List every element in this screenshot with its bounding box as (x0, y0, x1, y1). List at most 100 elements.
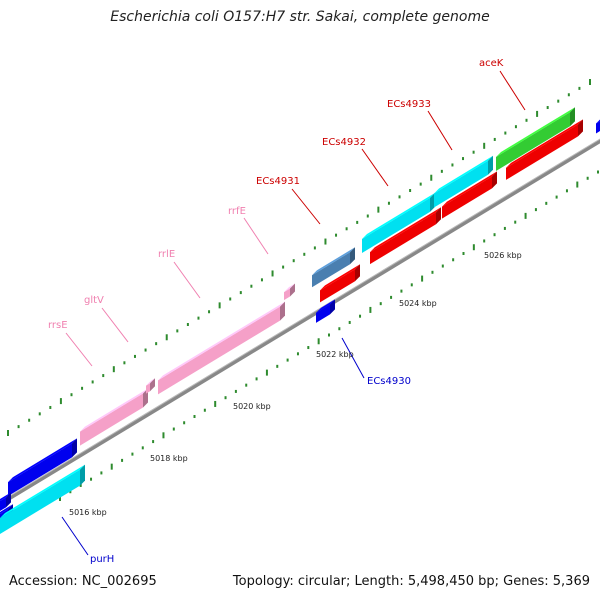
gene-rrlE (158, 301, 285, 395)
gene-gltV-body (146, 383, 150, 394)
gene-ECs4930-cap (330, 299, 335, 315)
gene-cyan-lower (0, 464, 85, 534)
leader-line-ECs4930 (341, 337, 365, 379)
gene-ECs4933-top (434, 155, 493, 194)
gene-rrfE-body (284, 288, 290, 301)
scale-labels: 5016 kbp 5018 kbp 5020 kbp 5022 kbp 5024 kbp… (69, 251, 522, 517)
feature-label-ECs4931: ECs4931 (256, 176, 300, 187)
leader-line-ECs4932 (361, 148, 389, 187)
feature-label-ECs4933: ECs4933 (387, 99, 431, 110)
gene-red-b-top (370, 207, 441, 253)
gene-red-c-top (442, 171, 497, 207)
feature-label-gltV: gltV (84, 295, 104, 306)
scale-label: 5016 kbp (69, 508, 107, 517)
gene-ECs4933-body (434, 160, 488, 208)
gene-blue-edge-top (0, 492, 11, 501)
gene-gltV-cap (150, 378, 155, 392)
gene-ECs4931 (312, 247, 355, 288)
leader-line-rrfE (243, 217, 269, 255)
gene-red-c-cap (492, 171, 497, 189)
gene-cyan-lower-body (0, 469, 80, 534)
gene-ECs4933 (434, 155, 493, 208)
gene-red-a-body (320, 269, 355, 303)
gene-blue-right-body (596, 121, 600, 134)
gene-red-c (442, 171, 497, 219)
feature-labels: purH rrsE gltV rrlE rrfE ECs4930 ECs4931 ECs493… (48, 58, 526, 565)
gene-purH-cap (72, 438, 77, 458)
topology-summary: Topology: circular; Length: 5,498,450 bp… (232, 574, 590, 589)
leader-line-aceK (499, 70, 526, 111)
gene-ECs4930-top (316, 299, 335, 313)
scale-label: 5022 kbp (316, 350, 354, 359)
gene-red-a (320, 264, 360, 303)
gene-purH (8, 438, 77, 497)
gene-rrlE-body (158, 306, 280, 395)
feature-label-rrlE: rrlE (158, 249, 175, 260)
gene-ECs4931-top (312, 247, 355, 276)
leader-line-purH (61, 516, 89, 556)
gene-ECs4932-body (362, 197, 430, 253)
gene-blue-right (596, 119, 600, 134)
gene-purH-lower-left-top (0, 504, 13, 514)
gene-rrsE-top (80, 388, 148, 432)
gene-ECs4932-cap (430, 192, 435, 212)
map-title: Escherichia coli O157:H7 str. Sakai, com… (110, 9, 490, 25)
gene-cyan-lower-cap (80, 464, 85, 486)
gene-rrsE (80, 388, 148, 446)
gene-rrlE-top (158, 301, 285, 381)
gene-rrfE-cap (290, 283, 295, 297)
gene-aceK-top (496, 107, 575, 157)
scale-label: 5026 kbp (484, 251, 522, 260)
feature-label-aceK: aceK (479, 58, 504, 69)
gene-red-b (370, 207, 441, 265)
gene-blue-edge-body (0, 497, 6, 511)
gene-ECs4932 (362, 192, 435, 253)
gene-red-d-top (506, 119, 583, 168)
gene-red-d (506, 119, 583, 180)
feature-label-rrsE: rrsE (48, 320, 68, 331)
gene-blue-edge (0, 492, 11, 511)
gene-purH-body (8, 443, 72, 497)
gene-features (0, 107, 600, 534)
gene-red-b-cap (436, 207, 441, 225)
gene-rrlE-cap (280, 301, 285, 321)
gene-ECs4930 (316, 299, 335, 323)
backbone-line (0, 138, 600, 507)
leader-line-rrlE (173, 261, 201, 299)
gene-rrfE-top (284, 283, 295, 293)
gene-blue-edge-cap (6, 492, 11, 508)
gene-aceK-body (496, 112, 570, 171)
scale-label: 5020 kbp (233, 402, 271, 411)
gene-ECs4931-body (312, 252, 350, 288)
gene-gltV-top (146, 378, 155, 386)
gene-red-d-body (506, 124, 578, 180)
accession-text: Accession: NC_002695 (9, 574, 157, 589)
leader-line-gltV (101, 307, 129, 343)
gene-ECs4932-top (362, 192, 435, 239)
gene-ECs4930-body (316, 304, 330, 323)
gene-rrsE-body (80, 393, 143, 446)
gene-ECs4933-cap (488, 155, 493, 175)
gene-red-d-cap (578, 119, 583, 137)
gene-red-c-body (442, 176, 492, 219)
feature-label-ECs4930: ECs4930 (367, 376, 411, 387)
gene-aceK (496, 107, 575, 171)
gene-red-a-top (320, 264, 360, 291)
gene-purH-top (8, 438, 77, 483)
gene-blue-right-top (596, 119, 600, 124)
feature-label-ECs4932: ECs4932 (322, 137, 366, 148)
gene-red-a-cap (355, 264, 360, 282)
inner-tick-track (59, 170, 599, 501)
gene-ECs4931-cap (350, 247, 355, 265)
genome-backbone (0, 138, 600, 507)
leader-line-ECs4931 (291, 188, 321, 225)
gene-cyan-lower-top (0, 464, 85, 518)
gene-gltV (146, 378, 155, 394)
leader-line-rrsE (65, 332, 93, 367)
gene-rrfE (284, 283, 295, 301)
outer-tick-track (7, 79, 591, 436)
scale-label: 5018 kbp (150, 454, 188, 463)
backbone-highlight (0, 138, 600, 503)
feature-label-rrfE: rrfE (228, 206, 246, 217)
feature-label-purH: purH (90, 554, 114, 565)
